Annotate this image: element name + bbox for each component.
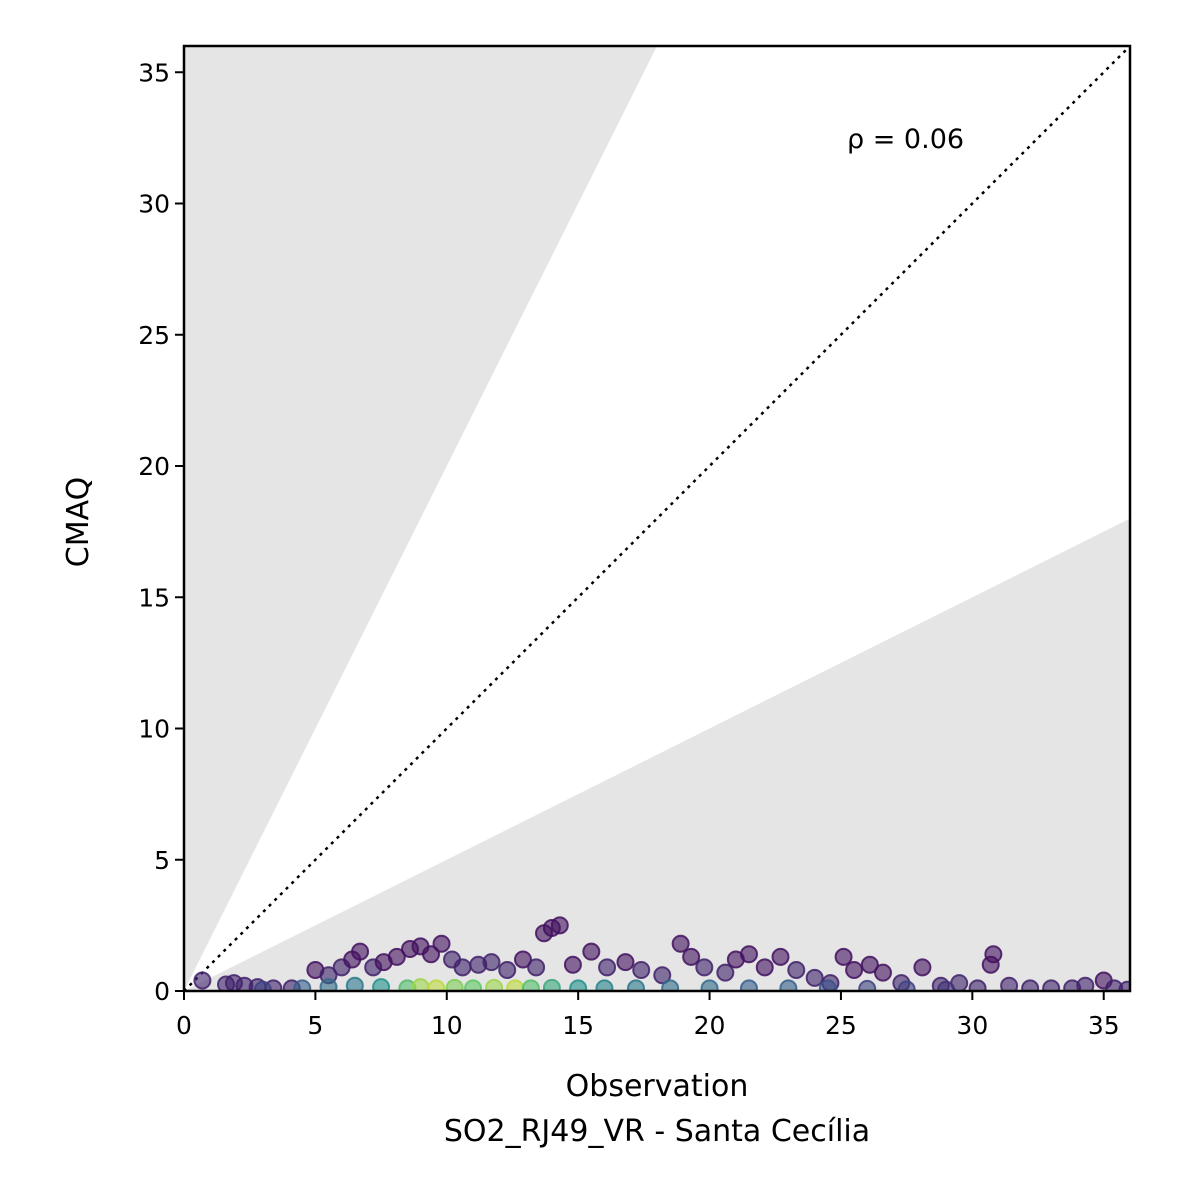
y-tick-label: 30 (138, 190, 170, 219)
data-point (482, 953, 501, 972)
data-point (485, 978, 504, 991)
x-tick-label: 30 (956, 1011, 988, 1040)
data-point (739, 979, 758, 991)
data-point (569, 979, 588, 991)
data-point (860, 955, 879, 974)
data-point (372, 978, 391, 991)
data-point (598, 958, 617, 977)
data-point (937, 980, 956, 991)
x-tick-label: 0 (176, 1011, 192, 1040)
data-point (253, 980, 272, 991)
data-point (984, 945, 1003, 964)
data-point (700, 979, 719, 991)
y-tick-label: 35 (138, 58, 170, 87)
data-point (1042, 979, 1061, 991)
data-point (563, 955, 582, 974)
data-point (845, 961, 864, 979)
data-point (422, 945, 441, 964)
annotation-rho: ρ = 0.06 (847, 124, 964, 155)
data-point (1000, 976, 1019, 991)
data-point (351, 942, 370, 961)
data-point (1118, 980, 1130, 991)
data-point (550, 916, 569, 935)
data-point (739, 945, 758, 964)
shaded-regions (184, 46, 1130, 991)
data-point (858, 979, 877, 991)
shaded-region-upper (184, 46, 657, 991)
y-tick-label: 10 (138, 715, 170, 744)
x-axis-label: Observation (566, 1069, 749, 1104)
x-tick-label: 5 (307, 1011, 323, 1040)
data-point (755, 958, 774, 977)
data-point (716, 963, 735, 982)
data-point (632, 961, 651, 979)
data-point (1076, 976, 1095, 991)
data-point (445, 978, 464, 991)
x-axis-ticks: 0 5 10 15 20 25 30 35 (176, 991, 1120, 1040)
data-point (805, 968, 824, 987)
y-tick-label: 25 (138, 321, 170, 350)
data-point (779, 979, 798, 991)
x-tick-label: 10 (431, 1011, 463, 1040)
shaded-region-lower (184, 518, 1130, 991)
data-point (661, 979, 680, 991)
data-point (498, 961, 517, 979)
y-tick-label: 20 (138, 452, 170, 481)
data-point (653, 966, 672, 985)
one-to-one-line (184, 46, 1130, 991)
data-point (626, 979, 645, 991)
data-point (193, 971, 212, 990)
data-point (513, 950, 532, 969)
data-point (616, 953, 635, 972)
data-point (968, 979, 987, 991)
reference-line (184, 46, 1130, 991)
data-point (913, 958, 932, 977)
x-tick-label: 15 (562, 1011, 594, 1040)
data-point (873, 963, 892, 982)
y-axis-ticks: 0 5 10 15 20 25 30 35 (138, 58, 184, 1006)
x-tick-label: 20 (694, 1011, 726, 1040)
data-point (595, 979, 614, 991)
x-axis-sublabel: SO2_RJ49_VR - Santa Cecília (444, 1114, 870, 1149)
y-tick-label: 5 (154, 846, 170, 875)
data-point (293, 979, 312, 991)
data-point (834, 947, 853, 966)
data-point (387, 947, 406, 966)
data-point (682, 947, 701, 966)
data-point (521, 979, 540, 991)
data-point (897, 980, 916, 991)
data-point (319, 978, 338, 991)
data-point (1021, 979, 1040, 991)
data-points (193, 916, 1130, 991)
data-point (345, 976, 364, 991)
data-point (542, 978, 561, 991)
data-point (464, 979, 483, 991)
y-tick-label: 0 (154, 977, 170, 1006)
data-point (506, 979, 525, 991)
data-point (432, 934, 451, 953)
plot-frame (182, 44, 1132, 993)
data-point (527, 958, 546, 977)
data-point (695, 958, 714, 977)
y-axis-label: CMAQ (61, 477, 96, 567)
data-point (671, 934, 690, 953)
y-tick-label: 15 (138, 583, 170, 612)
data-point (818, 979, 837, 991)
data-point (787, 961, 806, 979)
data-point (453, 958, 472, 977)
x-tick-label: 25 (825, 1011, 857, 1040)
data-point (411, 978, 430, 991)
data-point (427, 979, 446, 991)
data-point (771, 947, 790, 966)
x-tick-label: 35 (1088, 1011, 1120, 1040)
data-point (582, 942, 601, 961)
